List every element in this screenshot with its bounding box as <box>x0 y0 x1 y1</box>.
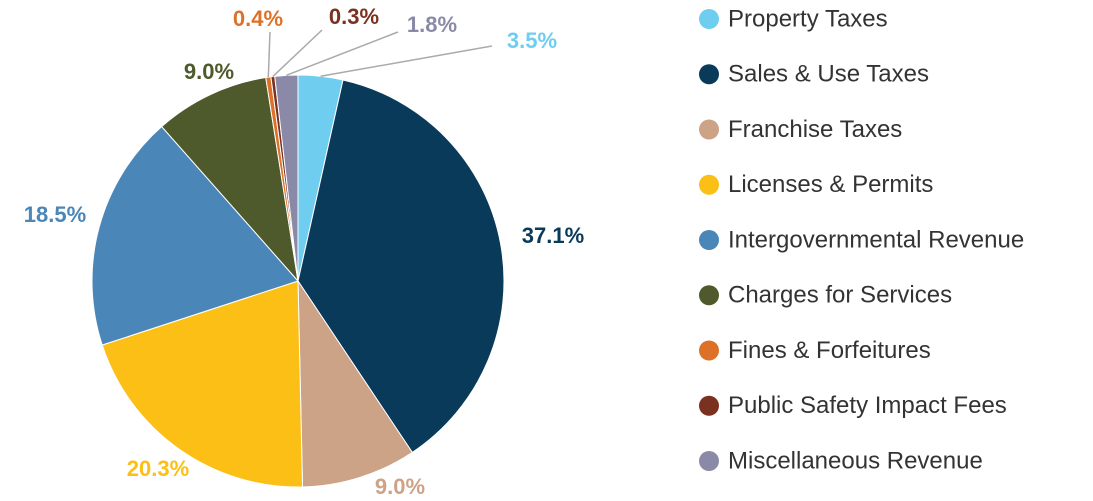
legend-swatch <box>699 119 719 140</box>
legend-label: Sales & Use Taxes <box>728 61 929 88</box>
pie-slice <box>297 279 413 488</box>
legend-swatch <box>699 340 719 361</box>
legend-swatch <box>699 9 719 29</box>
legend-label: Public Safety Impact Fees <box>728 392 1007 419</box>
pie-slice <box>297 79 505 454</box>
pie-slice <box>160 76 299 283</box>
pie-slice <box>101 280 304 488</box>
data-label: 37.1% <box>522 223 584 248</box>
leader-line <box>267 31 271 78</box>
leader-line <box>272 29 323 78</box>
leader-line <box>286 31 399 77</box>
data-label: 0.3% <box>329 4 379 29</box>
legend-swatch <box>699 285 719 306</box>
legend-label: Miscellaneous Revenue <box>728 447 983 474</box>
data-label: 18.5% <box>24 202 86 227</box>
legend-label: Licenses & Permits <box>728 171 933 198</box>
legend-label: Franchise Taxes <box>728 116 902 143</box>
pie-slice <box>91 125 299 346</box>
legend-label: Property Taxes <box>728 5 888 32</box>
legend-label: Charges for Services <box>728 282 952 309</box>
legend-swatch <box>699 174 719 195</box>
legend-swatch <box>699 451 719 471</box>
legend-swatch <box>699 64 719 85</box>
legend-swatch <box>699 230 719 250</box>
legend-label: Intergovernmental Revenue <box>728 226 1024 253</box>
data-label: 9.0% <box>184 59 234 84</box>
data-label: 1.8% <box>407 12 457 37</box>
data-label: 9.0% <box>375 474 425 499</box>
data-label: 20.3% <box>127 456 189 481</box>
legend-label: Fines & Forfeitures <box>728 337 931 364</box>
leader-line <box>320 45 493 77</box>
data-label: 0.4% <box>233 6 283 31</box>
data-label: 3.5% <box>507 28 557 53</box>
pie-slice <box>274 74 299 282</box>
legend-swatch <box>699 395 719 416</box>
